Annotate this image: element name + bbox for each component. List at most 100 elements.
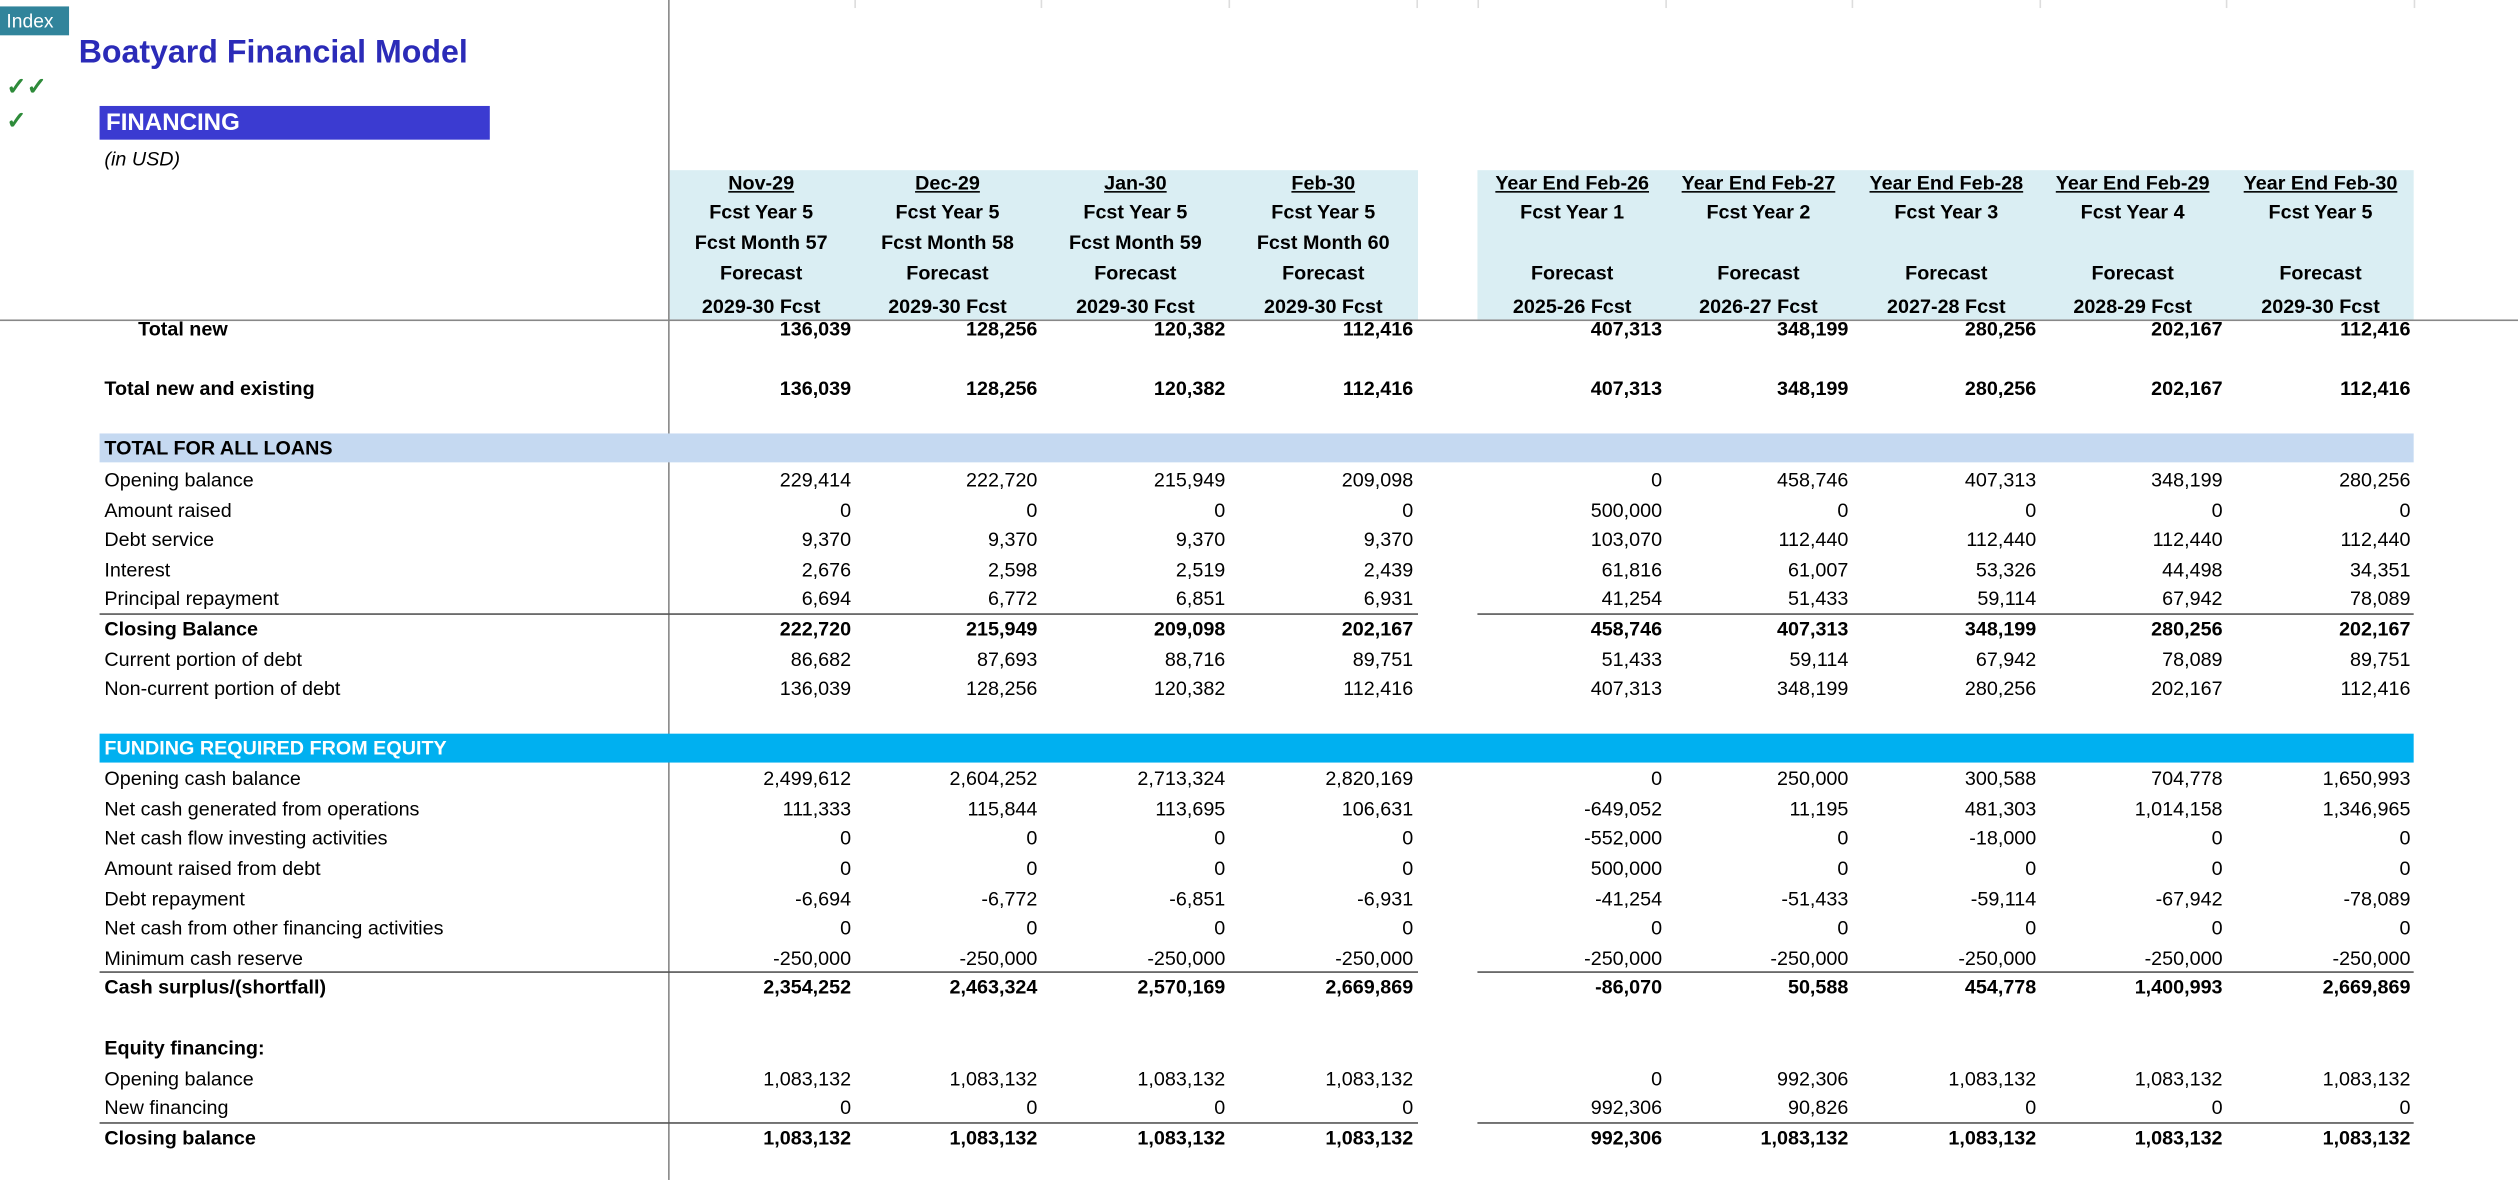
cell-value: 209,098 xyxy=(1341,468,1414,492)
column-header: Year End Feb-29 xyxy=(2055,171,2210,195)
cell-value: 992,306 xyxy=(1777,1067,1849,1091)
cell-value: 0 xyxy=(1402,826,1414,850)
cell-value: 280,256 xyxy=(1964,317,2037,341)
cell-value: -250,000 xyxy=(1584,947,1663,970)
title: Boatyard Financial Model xyxy=(78,35,468,71)
cell-value: 2,676 xyxy=(801,558,852,582)
band-label: TOTAL FOR ALL LOANS xyxy=(104,436,333,460)
cell-value: -51,433 xyxy=(1781,887,1849,911)
cell-value: 348,199 xyxy=(1777,677,1849,700)
column-header: Fcst Year 5 xyxy=(1083,200,1188,224)
column-header: 2029-30 Fcst xyxy=(2261,295,2380,318)
cell-value: 61,816 xyxy=(1601,558,1663,582)
row-label: Minimum cash reserve xyxy=(104,947,304,970)
gridline xyxy=(2225,0,2228,9)
cell-value: 9,370 xyxy=(987,528,1038,551)
cell-value: 1,083,132 xyxy=(2134,1067,2223,1091)
gridline xyxy=(1851,0,1854,9)
cell-value: 0 xyxy=(1026,857,1038,880)
cell-value: 0 xyxy=(1651,767,1663,790)
cell-value: 0 xyxy=(1402,916,1414,940)
cell-value: -67,942 xyxy=(2155,887,2223,911)
total-line xyxy=(1477,613,2414,615)
column-header: Jan-30 xyxy=(1104,171,1167,195)
cell-value: 0 xyxy=(2025,857,2037,880)
cell-value: 0 xyxy=(1214,1096,1226,1119)
column-header: Feb-30 xyxy=(1291,171,1356,195)
column-header: Fcst Month 59 xyxy=(1068,231,1202,254)
column-header: Forecast xyxy=(2091,261,2174,285)
cell-value: 112,416 xyxy=(1342,317,1414,341)
cell-value: 202,167 xyxy=(2151,317,2223,341)
cell-value: 0 xyxy=(2399,826,2411,850)
cell-value: 222,720 xyxy=(966,468,1038,492)
column-header: Forecast xyxy=(906,261,989,285)
cell-value: 1,083,132 xyxy=(1948,1126,2037,1150)
cell-value: 112,440 xyxy=(2340,528,2411,551)
cell-value: 0 xyxy=(1026,826,1038,850)
cell-value: 1,083,132 xyxy=(949,1067,1038,1091)
cell-value: 9,370 xyxy=(801,528,852,551)
row-label: Current portion of debt xyxy=(104,648,302,672)
cell-value: -649,052 xyxy=(1584,797,1663,821)
cell-value: 9,370 xyxy=(1175,528,1226,551)
cell-value: 51,433 xyxy=(1787,587,1849,611)
cell-value: 2,354,252 xyxy=(763,976,852,999)
column-header: Forecast xyxy=(1282,261,1365,285)
cell-value: 112,416 xyxy=(1343,677,1414,700)
column-header: 2028-29 Fcst xyxy=(2073,295,2192,318)
cell-value: -59,114 xyxy=(1970,887,2037,911)
cell-value: 136,039 xyxy=(779,317,852,341)
cell-value: 51,433 xyxy=(1601,648,1663,672)
cell-value: 1,083,132 xyxy=(763,1067,852,1091)
column-header: Forecast xyxy=(720,261,803,285)
index-button[interactable]: Index xyxy=(0,6,70,36)
cell-value: 215,949 xyxy=(1153,468,1226,492)
column-header: Fcst Month 60 xyxy=(1256,231,1390,254)
cell-value: 50,588 xyxy=(1787,976,1849,999)
cell-value: 112,416 xyxy=(1342,377,1414,400)
cell-value: -250,000 xyxy=(959,947,1038,970)
cell-value: 44,498 xyxy=(2162,558,2223,582)
gridline xyxy=(1040,0,1043,9)
cell-value: 128,256 xyxy=(966,677,1038,700)
cell-value: 86,682 xyxy=(790,648,852,672)
cell-value: 11,195 xyxy=(1789,797,1849,821)
column-header: 2029-30 Fcst xyxy=(1076,295,1195,318)
cell-value: -250,000 xyxy=(1335,947,1414,970)
row-label: Net cash generated from operations xyxy=(104,797,420,821)
cell-value: -250,000 xyxy=(2332,947,2411,970)
cell-value: 1,346,965 xyxy=(2322,797,2411,821)
cell-value: -552,000 xyxy=(1584,826,1663,850)
column-header: 2026-27 Fcst xyxy=(1699,295,1818,318)
cell-value: 1,083,132 xyxy=(1760,1126,1849,1150)
cell-value: 229,414 xyxy=(779,468,852,492)
freeze-line xyxy=(0,319,2518,322)
cell-value: 59,114 xyxy=(1977,587,2037,611)
cell-value: 67,942 xyxy=(1975,648,2037,672)
column-header: Fcst Year 5 xyxy=(895,200,1000,224)
cell-value: 0 xyxy=(2399,916,2411,940)
cell-value: 222,720 xyxy=(779,618,852,641)
cell-value: 0 xyxy=(1026,916,1038,940)
row-label: Amount raised xyxy=(104,499,232,522)
cell-value: 128,256 xyxy=(966,317,1038,341)
total-line xyxy=(1477,971,2414,973)
cell-value: 0 xyxy=(1837,916,1849,940)
row-label: Debt repayment xyxy=(104,887,245,911)
cell-value: 458,746 xyxy=(1777,468,1849,492)
cell-value: 2,820,169 xyxy=(1325,767,1414,790)
units: (in USD) xyxy=(104,147,181,171)
row-label: Cash surplus/(shortfall) xyxy=(104,976,327,999)
cell-value: 0 xyxy=(1214,826,1226,850)
total-line xyxy=(99,971,1419,973)
header-bg xyxy=(669,170,1419,320)
cell-value: 34,351 xyxy=(2350,558,2411,582)
cell-value: 41,254 xyxy=(1601,587,1663,611)
cell-value: 1,014,158 xyxy=(2134,797,2223,821)
index-label[interactable]: Index xyxy=(6,9,54,33)
column-header: Fcst Month 57 xyxy=(694,231,828,254)
cell-value: 0 xyxy=(840,1096,852,1119)
column-header: Nov-29 xyxy=(728,171,795,195)
cell-value: 1,083,132 xyxy=(1137,1067,1226,1091)
